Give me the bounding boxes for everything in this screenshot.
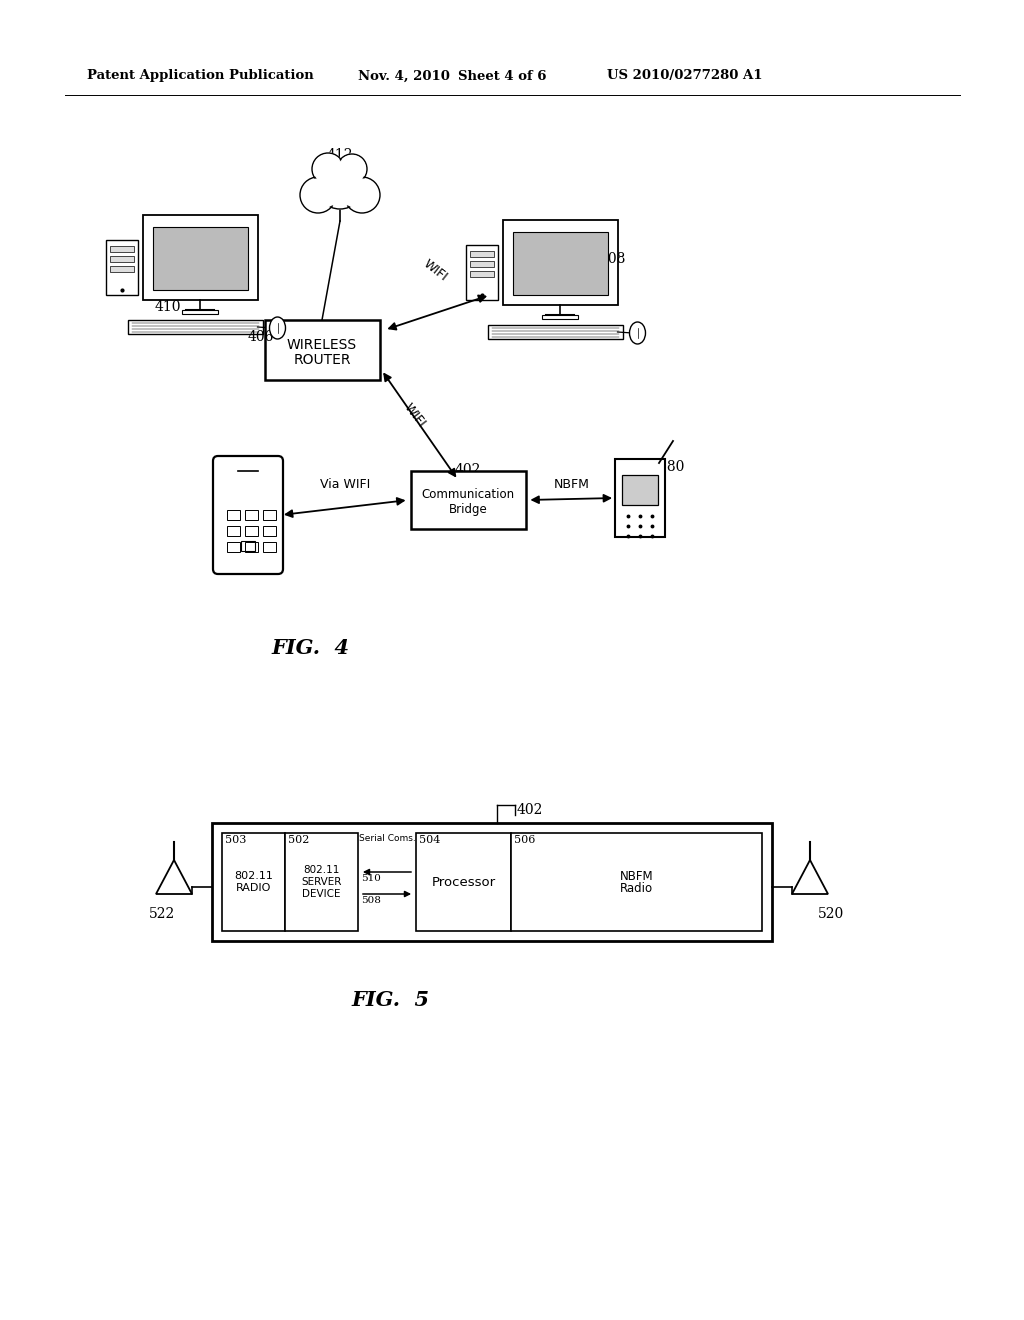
Text: Bridge: Bridge xyxy=(449,503,487,516)
Bar xyxy=(263,510,276,520)
Text: 802.11: 802.11 xyxy=(303,865,340,875)
Text: WIFI: WIFI xyxy=(401,400,428,429)
Bar xyxy=(466,246,498,300)
Bar xyxy=(222,833,285,931)
Bar xyxy=(511,833,762,931)
Bar xyxy=(469,271,494,277)
Text: 502: 502 xyxy=(288,836,309,845)
Bar xyxy=(411,471,525,529)
Text: DEVICE: DEVICE xyxy=(302,888,341,899)
Text: WIRELESS: WIRELESS xyxy=(287,338,357,352)
Circle shape xyxy=(316,161,364,209)
Circle shape xyxy=(314,154,342,183)
Bar xyxy=(469,261,494,267)
Bar xyxy=(128,319,262,334)
Text: Nov. 4, 2010: Nov. 4, 2010 xyxy=(358,70,450,82)
Bar xyxy=(182,310,218,314)
Text: 510: 510 xyxy=(361,874,381,883)
Bar xyxy=(622,475,658,504)
Circle shape xyxy=(337,154,367,183)
Bar xyxy=(615,459,665,537)
Bar xyxy=(245,525,258,536)
Text: 520: 520 xyxy=(818,907,844,921)
Text: 503: 503 xyxy=(225,836,247,845)
Bar xyxy=(263,543,276,552)
Text: NBFM: NBFM xyxy=(553,479,589,491)
Text: FIG.  5: FIG. 5 xyxy=(351,990,429,1010)
Text: Radio: Radio xyxy=(620,882,653,895)
Text: RADIO: RADIO xyxy=(236,883,271,894)
Bar xyxy=(542,315,578,319)
Bar xyxy=(245,543,258,552)
Text: US 2010/0277280 A1: US 2010/0277280 A1 xyxy=(607,70,763,82)
Text: 506: 506 xyxy=(514,836,536,845)
Text: 802.11: 802.11 xyxy=(234,871,273,880)
Text: 412: 412 xyxy=(327,148,353,162)
Bar xyxy=(469,251,494,257)
Bar xyxy=(110,256,133,261)
Bar xyxy=(227,525,240,536)
Bar xyxy=(227,510,240,520)
Text: SERVER: SERVER xyxy=(301,876,342,887)
Circle shape xyxy=(302,180,334,211)
Text: 406: 406 xyxy=(248,330,274,345)
Polygon shape xyxy=(792,861,828,894)
Bar xyxy=(512,232,607,294)
Text: 110b: 110b xyxy=(220,455,255,470)
Circle shape xyxy=(344,177,380,213)
Bar xyxy=(285,833,358,931)
Text: Serial Coms.: Serial Coms. xyxy=(358,834,416,843)
Text: 410: 410 xyxy=(155,300,181,314)
Text: 522: 522 xyxy=(150,907,175,921)
Bar xyxy=(263,525,276,536)
Text: 504: 504 xyxy=(419,836,440,845)
Ellipse shape xyxy=(630,322,645,345)
Text: Communication: Communication xyxy=(422,488,515,502)
Bar xyxy=(105,240,137,294)
Bar xyxy=(142,215,257,300)
Text: WIFI: WIFI xyxy=(421,256,450,284)
Bar xyxy=(245,510,258,520)
Bar xyxy=(487,325,623,339)
Text: ROUTER: ROUTER xyxy=(293,352,351,367)
Bar xyxy=(227,543,240,552)
Polygon shape xyxy=(156,861,193,894)
Text: NBFM: NBFM xyxy=(620,870,653,883)
Text: 508: 508 xyxy=(361,896,381,906)
Text: Patent Application Publication: Patent Application Publication xyxy=(87,70,313,82)
Bar xyxy=(503,220,617,305)
Bar xyxy=(110,267,133,272)
Ellipse shape xyxy=(269,317,286,339)
Circle shape xyxy=(312,153,344,185)
Text: FIG.  4: FIG. 4 xyxy=(271,638,349,657)
Circle shape xyxy=(346,180,378,211)
Text: Via WIFI: Via WIFI xyxy=(319,479,370,491)
Circle shape xyxy=(300,177,336,213)
Bar xyxy=(416,833,511,931)
Bar xyxy=(153,227,248,290)
Text: 408: 408 xyxy=(600,252,627,267)
Circle shape xyxy=(339,156,366,182)
FancyBboxPatch shape xyxy=(213,455,283,574)
Bar xyxy=(110,246,133,252)
Text: 402: 402 xyxy=(517,803,544,817)
Circle shape xyxy=(318,164,361,206)
Bar xyxy=(212,822,772,941)
Text: 402: 402 xyxy=(455,463,481,477)
Text: Sheet 4 of 6: Sheet 4 of 6 xyxy=(458,70,547,82)
Text: Processor: Processor xyxy=(431,875,496,888)
Text: 180: 180 xyxy=(658,459,684,474)
Bar xyxy=(241,541,255,550)
Bar xyxy=(264,319,380,380)
